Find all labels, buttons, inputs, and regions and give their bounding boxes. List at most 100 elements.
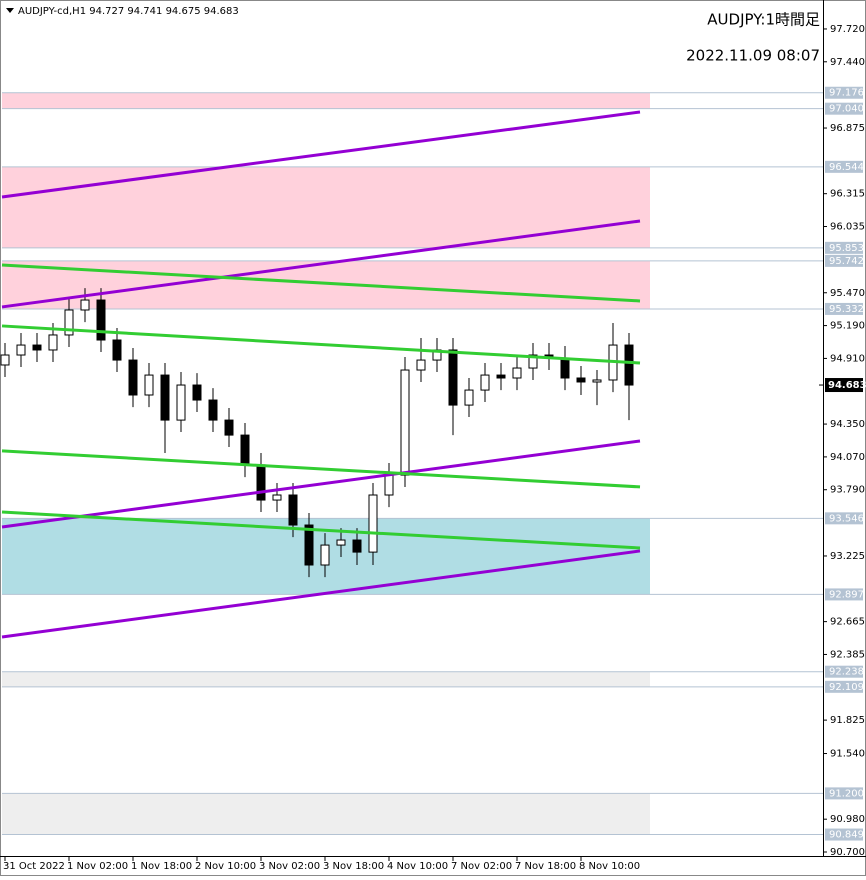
candle-body (592, 379, 602, 383)
level-label-box (825, 241, 863, 254)
y-tick-label: 95.470 (830, 288, 865, 299)
level-label-box (825, 302, 863, 315)
trend-line (1, 449, 641, 489)
level-label: 91.200 (829, 788, 864, 799)
candle-body (304, 524, 314, 566)
y-tick-label: 91.825 (830, 715, 865, 726)
current-price-box (825, 378, 863, 393)
candle-body (416, 359, 426, 371)
y-tick-label: 96.035 (830, 222, 865, 233)
level-label-box (825, 828, 863, 841)
y-tick-label: 94.070 (830, 452, 865, 463)
level-label: 95.853 (829, 243, 864, 254)
level-label-box (825, 160, 863, 173)
y-tick-label: 92.665 (830, 617, 865, 628)
candle-body (384, 474, 394, 496)
y-tick-label: 93.225 (830, 551, 865, 562)
candle-body (224, 419, 234, 436)
candle-body (144, 374, 154, 396)
y-tick-label: 95.190 (830, 321, 865, 332)
zone (2, 260, 650, 309)
level-label: 96.544 (829, 162, 864, 173)
y-tick-label: 97.440 (830, 57, 865, 68)
candle-body (288, 494, 298, 526)
y-tick-label: 96.315 (830, 189, 865, 200)
level-label-box (825, 512, 863, 525)
y-tick-label: 91.540 (830, 749, 865, 760)
y-tick-label: 94.350 (830, 419, 865, 430)
x-tick-label: 7 Nov 02:00 (451, 861, 512, 872)
candle-body (48, 334, 58, 351)
level-label: 92.238 (829, 667, 864, 678)
y-tick-label: 90.980 (830, 814, 865, 825)
trend-line (1, 263, 641, 303)
trend-line (1, 510, 641, 550)
chart-title: AUDJPY:1時間足 (707, 11, 820, 29)
trend-line (1, 439, 641, 529)
trend-line (1, 324, 641, 365)
candle-body (96, 299, 106, 341)
x-tick-label: 1 Nov 18:00 (131, 861, 192, 872)
candle-body (192, 384, 202, 401)
level-label: 95.332 (829, 304, 864, 315)
candle-body (176, 384, 186, 421)
zone (2, 92, 650, 109)
x-tick-label: 1 Nov 02:00 (67, 861, 128, 872)
level-label-box (825, 680, 863, 693)
current-price-label: 94.683 (828, 380, 866, 391)
level-label: 95.742 (829, 256, 864, 267)
candle-body (512, 367, 522, 379)
level-label: 92.897 (829, 589, 864, 600)
x-tick-label: 31 Oct 2022 (3, 861, 65, 872)
candle-body (112, 339, 122, 361)
level-label-box (825, 588, 863, 601)
candle-body (128, 359, 138, 396)
zone (2, 793, 650, 835)
plot (0, 110, 641, 639)
y-tick-label: 93.790 (830, 485, 865, 496)
candle-body (336, 539, 346, 546)
x-tick-label: 4 Nov 10:00 (387, 861, 448, 872)
zone (2, 671, 650, 687)
level-label: 97.040 (829, 104, 864, 115)
y-tick-label: 97.720 (830, 24, 865, 35)
chart-subtitle: 2022.11.09 08:07 (686, 47, 820, 65)
y-tick-label: 90.700 (830, 847, 865, 858)
candle-body (272, 494, 282, 501)
candle-body (496, 374, 506, 379)
level-label: 90.849 (829, 830, 864, 841)
x-tick-label: 7 Nov 18:00 (515, 861, 576, 872)
candle-body (528, 354, 538, 369)
candle-body (208, 399, 218, 421)
menu-icon (6, 8, 14, 13)
x-tick-label: 3 Nov 18:00 (323, 861, 384, 872)
y-tick-label: 96.875 (830, 123, 865, 134)
level-label: 92.109 (829, 682, 864, 693)
x-tick-label: 2 Nov 10:00 (195, 861, 256, 872)
trend-line (1, 219, 641, 309)
level-label: 93.546 (829, 513, 864, 524)
y-tick-label: 92.385 (830, 649, 865, 660)
level-label-box (825, 102, 863, 115)
candle-body (32, 344, 42, 351)
level-label-box (825, 787, 863, 800)
candle-body (160, 374, 170, 421)
candle-body (240, 434, 250, 466)
candle-body (320, 544, 330, 566)
candle-body (480, 374, 490, 391)
candle-body (464, 389, 474, 406)
level-label: 97.176 (829, 88, 864, 99)
x-tick-label: 3 Nov 02:00 (259, 861, 320, 872)
trend-line (1, 549, 641, 639)
candle-body (576, 377, 586, 383)
y-tick-label: 94.910 (830, 353, 865, 364)
zone (2, 166, 650, 248)
candle-body (256, 464, 266, 501)
level-label-box (825, 86, 863, 99)
level-label-box (825, 254, 863, 267)
candle-body (448, 349, 458, 406)
candle-body (16, 344, 26, 356)
candle-body (368, 494, 378, 553)
